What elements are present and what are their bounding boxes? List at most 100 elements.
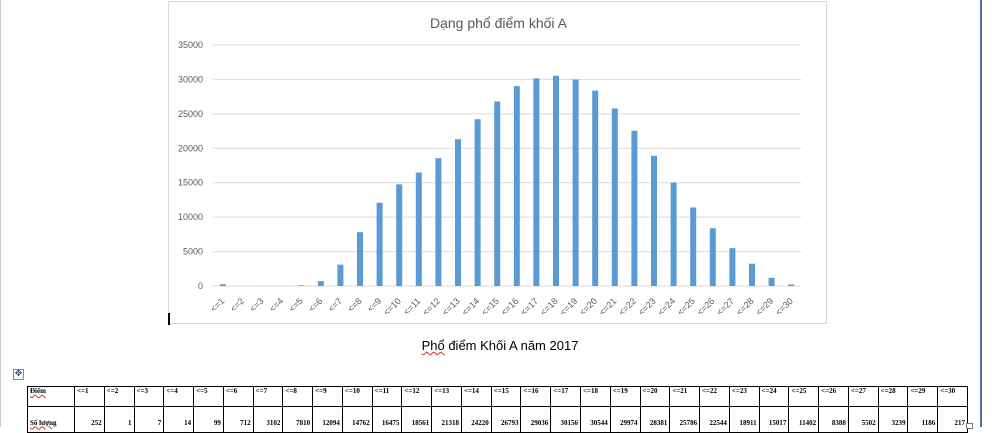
bar-<=19 [573,80,579,286]
table-value-cell: 8388 [819,407,849,433]
table-value-cell: 3239 [878,407,908,433]
x-tick-label: <=19 [558,296,580,318]
page-left-edge [0,0,1,427]
x-tick-label: <=30 [773,296,795,318]
table-value-cell: 217 [938,407,968,433]
x-tick-label: <=15 [479,296,501,318]
table-header-cell: <=15 [491,387,521,407]
bar-<=23 [651,156,657,286]
x-tick-label: <=24 [656,296,678,318]
table-header-cell: <=24 [759,387,789,407]
table-value-cell: 14762 [342,407,372,433]
x-tick-label: <=5 [287,296,305,314]
table-header-cell: <=25 [789,387,819,407]
table-header-cell: <=17 [551,387,581,407]
bar-<=29 [769,278,775,286]
table-header-cell: <=1 [75,387,105,407]
x-tick-label: <=16 [499,296,521,318]
table-value-cell: 12094 [313,407,343,433]
text-cursor [168,313,170,325]
table-value-cell: 11402 [789,407,819,433]
y-tick-label: 15000 [178,178,203,188]
bar-<=22 [631,131,637,286]
table-header-cell: <=2 [104,387,134,407]
bar-<=16 [514,86,520,286]
chart: Dạng phổ điểm khối A05000100001500020000… [169,2,828,325]
table-header-cell: <=29 [908,387,938,407]
bar-<=28 [749,264,755,286]
table-header-cell: <=3 [134,387,164,407]
table-header-cell: <=4 [164,387,194,407]
x-tick-label: <=21 [597,296,619,318]
y-tick-label: 35000 [178,40,203,50]
table-header-cell: <=5 [194,387,224,407]
y-tick-label: 25000 [178,109,203,119]
x-tick-label: <=1 [208,296,226,314]
chart-title: Dạng phổ điểm khối A [430,15,568,31]
table-value-cell: 16475 [372,407,402,433]
table-header-row: Điểm <=1<=2<=3<=4<=5<=6<=7<=8<=9<=10<=11… [28,387,968,407]
bar-<=18 [553,76,559,286]
table-value-cell: 15017 [759,407,789,433]
bar-<=15 [494,102,500,286]
table-value-cell: 21318 [432,407,462,433]
y-tick-label: 20000 [178,143,203,153]
table-header-cell: <=30 [938,387,968,407]
y-tick-label: 0 [198,281,203,291]
y-tick-label: 5000 [183,247,203,257]
bar-<=24 [671,183,677,286]
x-tick-label: <=9 [365,296,383,314]
bar-<=20 [592,91,598,286]
table-header-cell: <=26 [819,387,849,407]
table-header-cell: <=6 [223,387,253,407]
y-tick-label: 30000 [178,74,203,84]
bar-<=5 [298,285,304,286]
bar-<=17 [533,78,539,286]
x-tick-label: <=3 [248,296,266,314]
table-header-cell: <=14 [461,387,491,407]
table-value-cell: 7810 [283,407,313,433]
bar-<=27 [729,248,735,286]
table-value-cell: 25786 [670,407,700,433]
x-tick-label: <=25 [675,296,697,318]
table-value-cell: 26793 [491,407,521,433]
table-value-cell: 24220 [461,407,491,433]
bar-<=21 [612,108,618,286]
x-tick-label: <=12 [421,296,443,318]
bar-<=10 [396,184,402,286]
table-move-handle-icon[interactable]: ✥ [13,369,24,380]
table-value-cell: 1 [104,407,134,433]
x-tick-label: <=28 [734,296,756,318]
table-header-cell: <=9 [313,387,343,407]
x-tick-label: <=29 [754,296,776,318]
table-resize-handle[interactable] [966,423,973,429]
bar-<=8 [357,232,363,286]
table-header-cell: <=22 [700,387,730,407]
x-tick-label: <=13 [440,296,462,318]
score-table: Điểm <=1<=2<=3<=4<=5<=6<=7<=8<=9<=10<=11… [27,386,968,433]
x-tick-label: <=8 [346,296,364,314]
bar-<=26 [710,228,716,286]
header-label-cell: Điểm [28,387,75,407]
table-value-cell: 28381 [640,407,670,433]
x-tick-label: <=6 [306,296,324,314]
x-tick-label: <=20 [577,296,599,318]
x-tick-label: <=22 [617,296,639,318]
bar-<=13 [455,139,461,286]
values-label: Số lượng [30,419,57,427]
table-header-cell: <=18 [581,387,611,407]
table-value-cell: 14 [164,407,194,433]
table-header-cell: <=23 [729,387,759,407]
table-header-cell: <=12 [402,387,432,407]
table-header-cell: <=21 [670,387,700,407]
table-value-cell: 18911 [729,407,759,433]
table-value-cell: 30156 [551,407,581,433]
table-header-cell: <=27 [848,387,878,407]
bar-<=7 [337,265,343,286]
table-value-cell: 29036 [521,407,551,433]
x-tick-label: <=2 [228,296,246,314]
values-label-cell: Số lượng [28,407,75,433]
bar-<=1 [220,284,226,286]
